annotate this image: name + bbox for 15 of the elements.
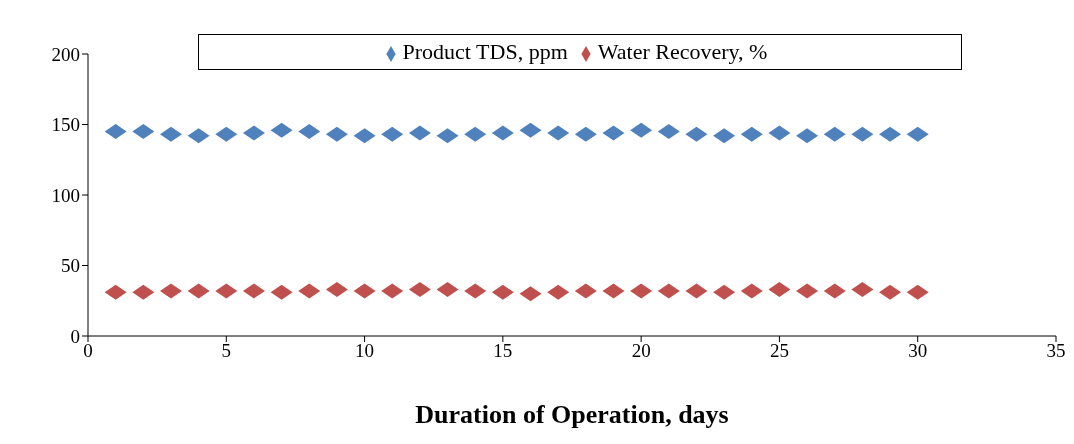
x-tick-label: 25 bbox=[769, 340, 789, 362]
x-tick-label: 20 bbox=[631, 340, 651, 362]
y-tick-label: 200 bbox=[51, 43, 80, 65]
legend-label: Product TDS, ppm bbox=[402, 39, 568, 64]
y-tick-label: 0 bbox=[70, 325, 80, 347]
x-tick-label: 5 bbox=[221, 340, 232, 362]
x-tick-label: 30 bbox=[908, 340, 928, 362]
legend-label: Water Recovery, % bbox=[597, 39, 768, 64]
y-tick-label: 50 bbox=[61, 255, 80, 277]
x-tick-label: 15 bbox=[493, 340, 513, 362]
x-tick-label: 35 bbox=[1046, 340, 1066, 362]
y-tick-label: 100 bbox=[51, 184, 80, 206]
x-tick-label: 10 bbox=[355, 340, 375, 362]
y-tick-label: 150 bbox=[51, 114, 80, 136]
x-axis-title: Duration of Operation, days bbox=[414, 400, 730, 430]
